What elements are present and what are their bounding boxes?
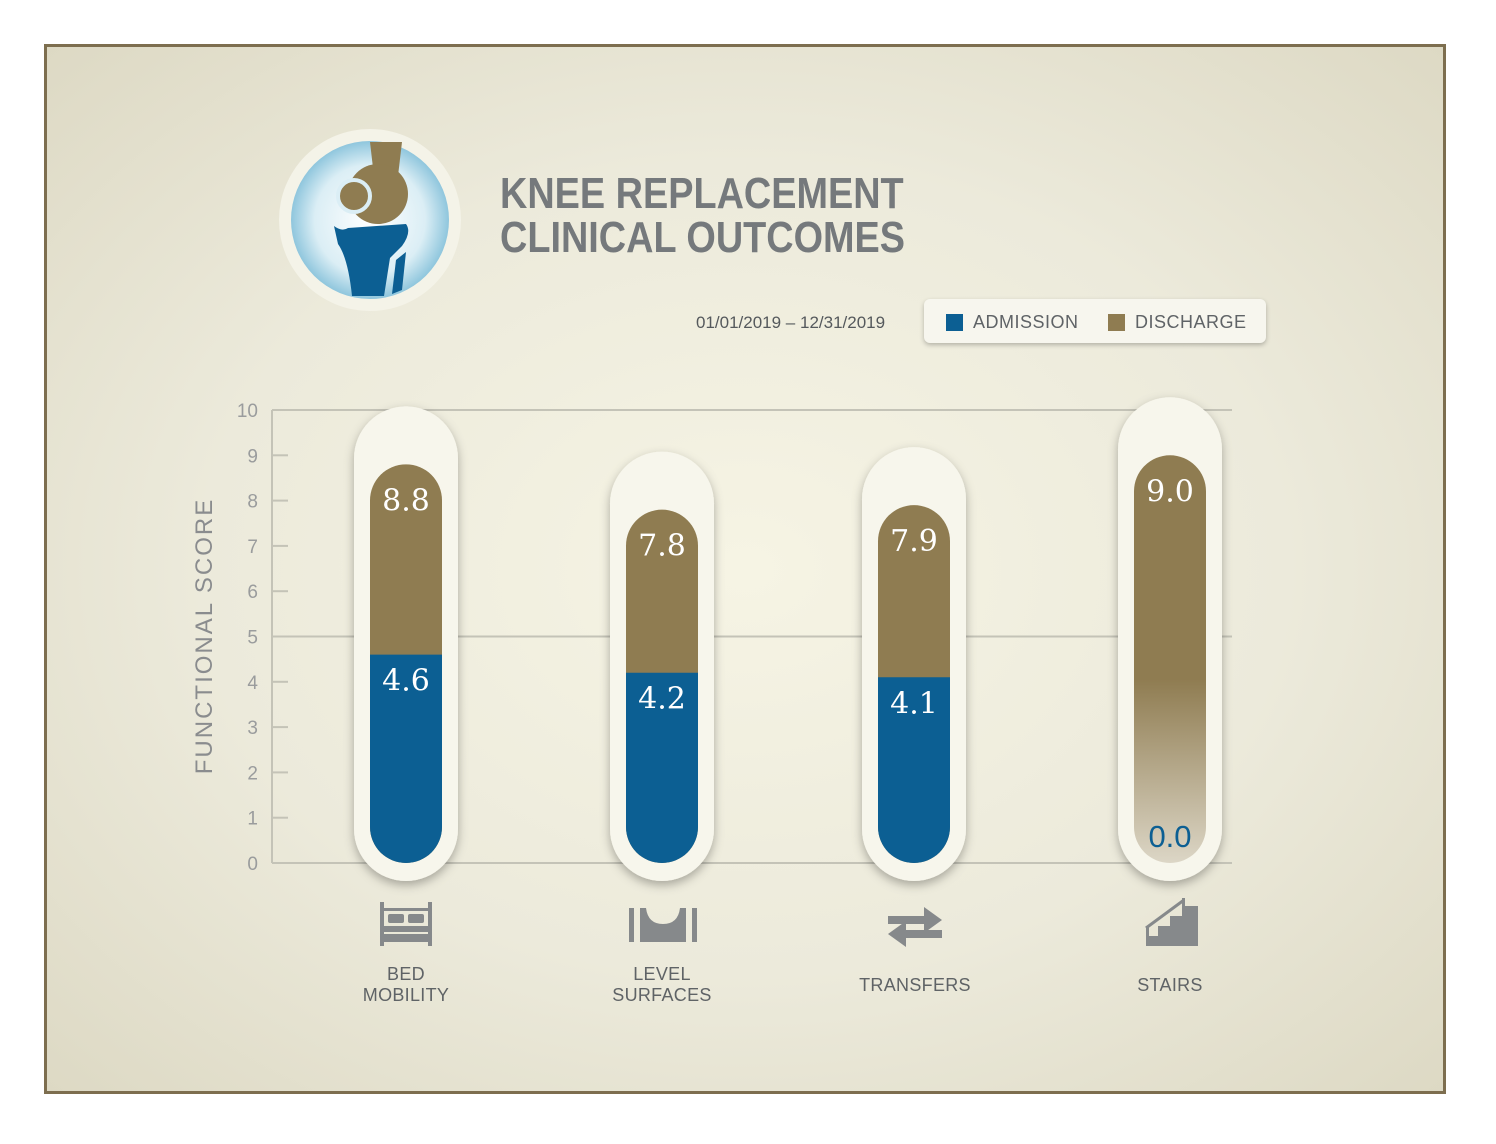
y-tick-label: 9 — [247, 446, 258, 467]
category-label-level-surfaces: LEVEL SURFACES — [582, 964, 742, 1006]
y-tick-label: 6 — [247, 582, 258, 603]
date-range: 01/01/2019 – 12/31/2019 — [696, 313, 886, 332]
legend-swatch-admission — [946, 314, 963, 331]
category-label-line: SURFACES — [612, 985, 712, 1005]
y-tick-label: 3 — [247, 718, 258, 739]
knee-joint-icon — [279, 129, 461, 311]
category-label-stairs: STAIRS — [1090, 975, 1250, 996]
stairs-icon — [1145, 898, 1198, 946]
transfer-arrows-icon — [888, 907, 942, 947]
category-label-line: BED — [387, 964, 425, 984]
category-label-line: LEVEL — [633, 964, 691, 984]
category-label-line: TRANSFERS — [859, 975, 971, 995]
y-tick-label: 8 — [247, 492, 258, 513]
page-title: KNEE REPLACEMENT CLINICAL OUTCOMES — [500, 172, 905, 260]
bed-icon — [380, 902, 432, 946]
data-label-discharge: 9.0 — [1146, 474, 1194, 509]
legend-item-discharge: DISCHARGE — [1108, 312, 1247, 333]
level-surface-icon — [629, 908, 697, 942]
title-line-1: KNEE REPLACEMENT — [500, 169, 904, 218]
bar-admission — [878, 677, 950, 863]
legend-item-admission: ADMISSION — [946, 312, 1079, 333]
category-label-line: MOBILITY — [362, 985, 450, 1005]
y-tick-label: 0 — [247, 854, 258, 875]
y-tick-label: 4 — [247, 673, 258, 694]
legend-label-admission: ADMISSION — [973, 312, 1079, 332]
y-tick-label: 1 — [247, 809, 258, 830]
y-tick-label: 10 — [237, 401, 258, 422]
bar-discharge — [1134, 455, 1206, 863]
data-label-admission: 4.2 — [638, 682, 686, 717]
y-tick-label: 2 — [247, 763, 258, 784]
category-label-bed-mobility: BED MOBILITY — [326, 964, 486, 1006]
legend-swatch-discharge — [1108, 314, 1125, 331]
data-label-admission: 4.6 — [382, 664, 430, 699]
category-label-line: STAIRS — [1137, 975, 1203, 995]
category-label-transfers: TRANSFERS — [835, 975, 995, 996]
bar-admission — [626, 672, 698, 863]
data-label-admission: 4.1 — [890, 686, 938, 721]
y-tick-label: 7 — [247, 537, 258, 558]
y-tick-label: 5 — [247, 628, 258, 649]
data-label-discharge: 8.8 — [382, 483, 430, 518]
chart-legend: ADMISSION DISCHARGE — [924, 299, 1266, 343]
y-axis-label: FUNCTIONAL SCORE — [191, 498, 218, 774]
data-label-discharge: 7.8 — [638, 529, 686, 564]
data-label-admission: 0.0 — [1148, 819, 1191, 854]
bar-admission — [370, 654, 442, 863]
data-label-discharge: 7.9 — [890, 524, 938, 559]
legend-label-discharge: DISCHARGE — [1135, 312, 1247, 332]
title-line-2: CLINICAL OUTCOMES — [500, 213, 906, 262]
